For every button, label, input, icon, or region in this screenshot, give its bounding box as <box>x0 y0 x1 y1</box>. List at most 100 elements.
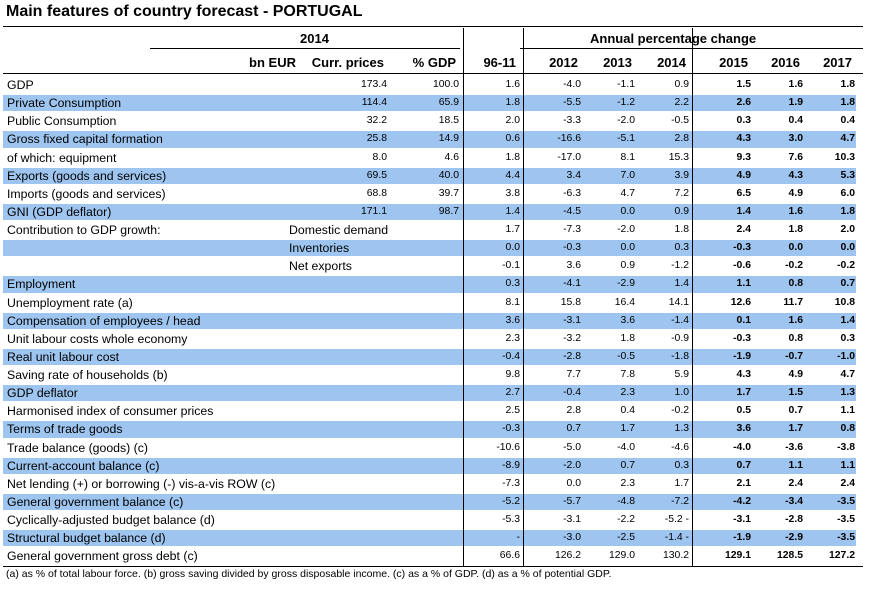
row-value: -0.9 <box>671 332 689 344</box>
row-value: -5.0 <box>563 441 581 453</box>
row-value: 14.9 <box>438 133 459 145</box>
row-value: 3.4 <box>566 169 581 181</box>
row-value: -0.1 <box>502 260 520 272</box>
row-label: Private Consumption <box>7 96 122 111</box>
row-value: -10.6 <box>496 441 520 453</box>
row-value: -5.7 <box>563 495 581 507</box>
row-value: -8.9 <box>502 459 520 471</box>
header-bn-eur: bn EUR <box>249 55 296 70</box>
row-value: -7.3 <box>502 477 520 489</box>
row-value: -0.3 <box>733 242 751 254</box>
table-row: of which: equipment 8.0 4.6 1.8 -17.0 8.1 15.3… <box>3 149 863 167</box>
row-value: 7.8 <box>620 369 635 380</box>
row-value: 4.7 <box>620 187 635 199</box>
row-value: 14.1 <box>668 296 689 308</box>
row-value: -2.0 <box>617 115 635 127</box>
header-curr-prices: Curr. prices <box>311 55 384 70</box>
table-row: General government gross debt (c) 66.6 126… <box>3 547 863 565</box>
row-value: 0.0 <box>788 242 803 254</box>
row-value: 1.8 <box>840 205 855 217</box>
row-value: -3.1 <box>563 314 581 326</box>
row-value: 3.9 <box>674 169 689 181</box>
header-year-col: 2016 <box>771 55 800 70</box>
row-value: 4.3 <box>736 133 751 145</box>
row-highlight-band <box>3 348 856 365</box>
row-value: 1.8 <box>620 332 635 344</box>
row-value: 8.1 <box>620 151 635 163</box>
row-value: 7.0 <box>620 169 635 181</box>
row-value: 4.3 <box>788 169 803 181</box>
row-value: 11.7 <box>783 296 803 308</box>
row-label: Unemployment rate (a) <box>7 295 133 310</box>
row-value: 114.4 <box>361 97 387 109</box>
row-value: -3.2 <box>563 332 581 344</box>
header-avg: 96-11 <box>483 55 516 70</box>
row-value: -1.0 <box>837 350 855 362</box>
table-row: Unit labour costs whole economy 2.3 -3.2 1.… <box>3 330 863 348</box>
row-value: 0.6 <box>505 133 520 145</box>
row-value: -4.2 <box>733 495 751 507</box>
row-value: -1.2 <box>671 260 689 272</box>
row-value: 1.8 <box>505 151 520 163</box>
table-row: Cyclically-adjusted budget balance (d) -5… <box>3 511 863 529</box>
row-value: -4.0 <box>617 441 635 453</box>
row-label: GNI (GDP deflator) <box>7 204 112 219</box>
row-label: Trade balance (goods) (c) <box>7 440 149 455</box>
row-value: 2.7 <box>505 387 520 399</box>
row-highlight-band <box>3 530 856 547</box>
row-value: -2.8 <box>563 350 581 362</box>
row-value: 69.5 <box>366 169 387 181</box>
table-row: Terms of trade goods -0.3 0.7 1.7 1.3 3.6 1.7 0… <box>3 420 863 438</box>
row-value: 0.3 <box>674 459 689 471</box>
row-value: 1.3 <box>840 387 855 399</box>
row-value: 1.4 <box>674 278 689 290</box>
row-value: 7.2 <box>674 187 689 199</box>
row-value: - <box>516 532 520 544</box>
row-value: 0.9 <box>674 205 689 217</box>
row-value: -0.6 <box>733 260 751 272</box>
row-value: 4.7 <box>840 133 855 145</box>
row-value: 7.6 <box>788 151 803 163</box>
row-value: 130.2 <box>662 550 689 562</box>
row-value: -5.2 <box>502 495 520 507</box>
row-value: 15.3 <box>668 151 689 163</box>
row-value: 40.0 <box>438 169 459 181</box>
row-value: 1.8 <box>840 79 855 90</box>
table-row: GDP deflator 2.7 -0.4 2.3 1.0 1.7 1.5 1.3 <box>3 384 863 402</box>
row-value: -4.1 <box>563 278 581 290</box>
row-value: -1.9 <box>733 350 751 362</box>
row-value: 32.2 <box>366 115 387 127</box>
row-value: -0.2 <box>671 405 689 417</box>
table-row: Contribution to GDP growth: Domestic dema… <box>3 221 863 239</box>
row-value: 1.4 <box>736 205 751 217</box>
table-row: Net lending (+) or borrowing (-) vis-a-v… <box>3 475 863 493</box>
table-row: Exports (goods and services) 69.5 40.0 4.4 3… <box>3 167 863 185</box>
row-value: 2.3 <box>620 477 635 489</box>
row-value: -1.4 <box>671 314 689 326</box>
row-value: 1.1 <box>788 459 803 471</box>
row-value: 171.1 <box>360 205 387 217</box>
row-value: 4.7 <box>840 369 855 380</box>
row-value: 1.8 <box>788 224 803 235</box>
row-highlight-band <box>3 131 856 148</box>
row-label: General government balance (c) <box>7 494 184 509</box>
row-value: 3.8 <box>505 187 520 199</box>
row-value: 4.6 <box>444 151 459 163</box>
row-value: 25.8 <box>366 133 387 145</box>
row-value: -7.2 <box>671 495 689 507</box>
row-value: 0.9 <box>674 79 689 90</box>
row-label: Unit labour costs whole economy <box>7 331 188 346</box>
row-value: -4.0 <box>733 441 751 453</box>
row-value: 1.6 <box>505 79 520 90</box>
row-highlight-band <box>3 385 856 402</box>
header-annual-label: Annual percentage change <box>590 31 757 46</box>
row-value: 2.8 <box>674 133 689 145</box>
row-value: 0.8 <box>840 423 855 435</box>
row-value: -0.3 <box>733 332 751 344</box>
row-value: -1.1 <box>617 79 635 90</box>
row-value: 0.3 <box>505 278 520 290</box>
row-value: 68.8 <box>366 187 387 199</box>
header-year-col: 2012 <box>549 55 578 70</box>
row-value: 1.5 <box>736 79 751 90</box>
header-annual-rule <box>520 48 863 49</box>
